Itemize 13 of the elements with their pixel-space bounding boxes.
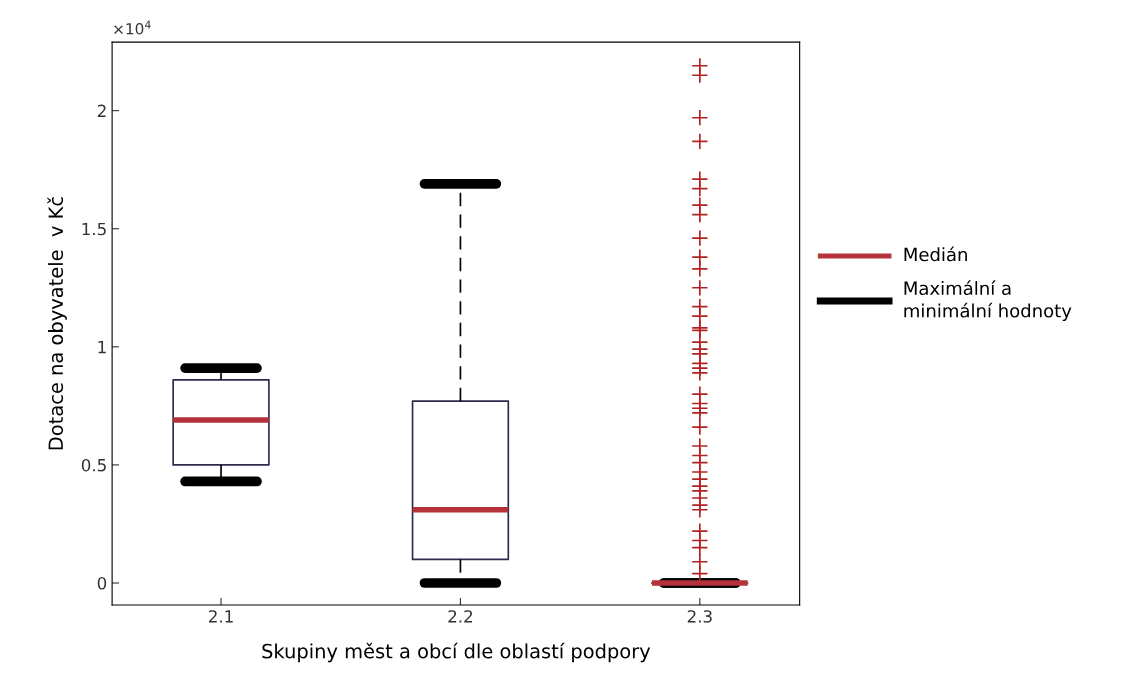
y-tick-label: 1.5: [82, 222, 106, 236]
x-tick-label: 2.2: [448, 610, 473, 623]
x-axis-title: Skupiny měst a obcí dle oblastí podpory: [262, 642, 651, 663]
y-axis-title: Dotace na obyvatele v Kč: [47, 197, 67, 450]
text: Maximální a minimální hodnoty: [904, 280, 1072, 322]
x-tick-label: 2.3: [687, 610, 712, 623]
y-tick-label: 0.5: [81, 458, 106, 472]
y-tick-label: 0: [97, 576, 107, 590]
text: ×10$^{4}$: [114, 20, 151, 35]
y-tick-label: 2: [97, 104, 106, 117]
text: Medián: [904, 246, 967, 262]
y-tick-label: 1: [98, 341, 106, 354]
x-tick-label: 2.1: [209, 610, 233, 623]
